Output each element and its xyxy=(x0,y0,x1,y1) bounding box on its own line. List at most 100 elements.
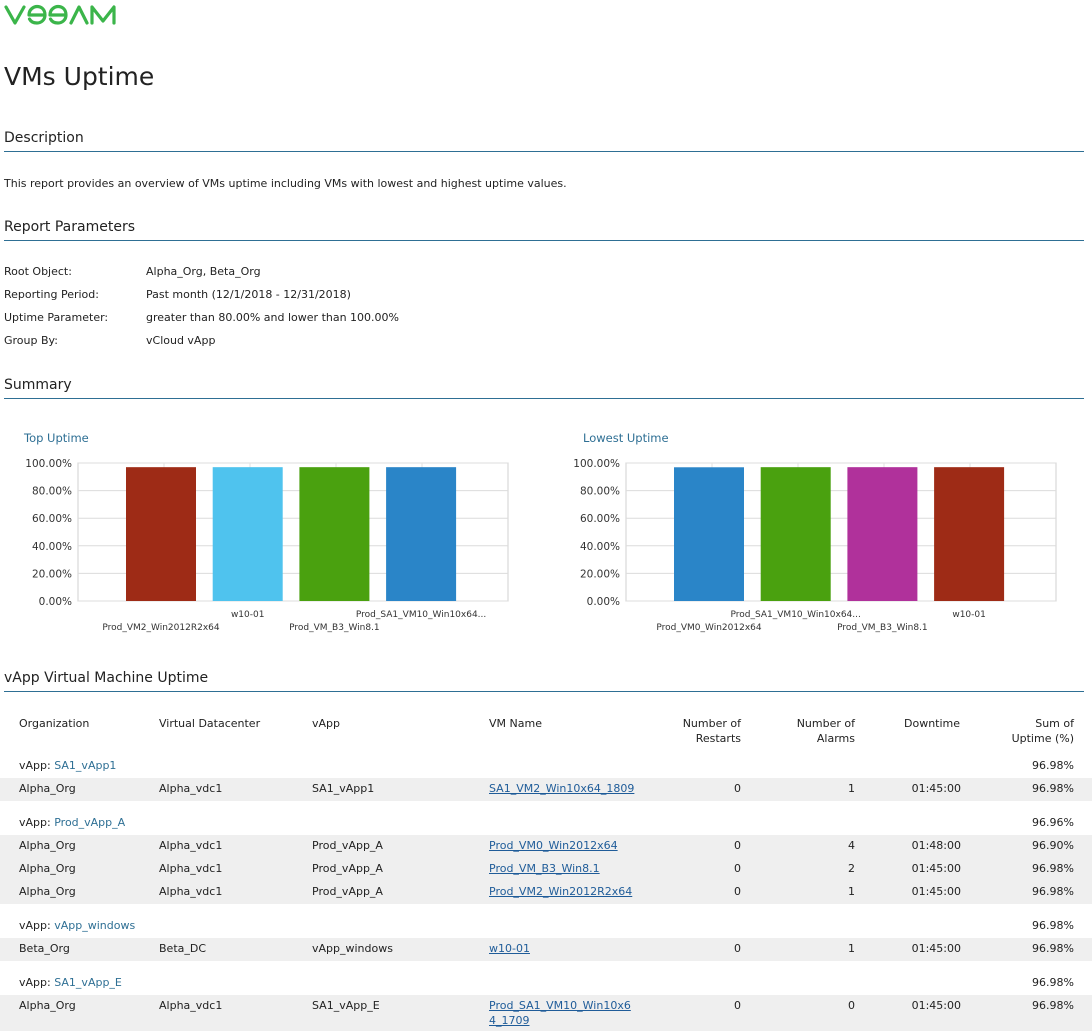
veeam-logo xyxy=(4,3,120,27)
group-link[interactable]: SA1_vApp1 xyxy=(54,759,117,772)
group-sum: 96.98% xyxy=(1032,759,1074,772)
bar xyxy=(386,467,457,601)
cell-restarts: 0 xyxy=(734,999,741,1012)
cell-organization: Alpha_Org xyxy=(19,782,76,795)
table-row: Alpha_Org Alpha_vdc1 Prod_vApp_A Prod_VM… xyxy=(0,881,1092,904)
x-tick-label: Prod_SA1_VM10_Win10x64... xyxy=(731,610,861,620)
x-tick-label: w10-01 xyxy=(231,610,265,620)
page-title: VMs Uptime xyxy=(4,62,155,91)
cell-uptime: 96.98% xyxy=(1032,942,1074,955)
group-prefix: vApp: xyxy=(19,976,51,989)
cell-vm-name: Prod_VM2_Win2012R2x64 xyxy=(489,884,632,899)
vm-link[interactable]: Prod_VM0_Win2012x64 xyxy=(489,839,618,852)
bar xyxy=(934,467,1005,601)
cell-uptime: 96.90% xyxy=(1032,839,1074,852)
cell-vapp: vApp_windows xyxy=(312,942,393,955)
vm-link[interactable]: SA1_VM2_Win10x64_1809 xyxy=(489,782,635,795)
table-row: Alpha_Org Alpha_vdc1 Prod_vApp_A Prod_VM… xyxy=(0,835,1092,858)
group-label: vApp: SA1_vApp_E xyxy=(19,976,122,989)
veeam-logo-mark xyxy=(4,4,116,25)
cell-vm-name: Prod_SA1_VM10_Win10x6 4_1709 xyxy=(489,998,631,1028)
param-value: greater than 80.00% and lower than 100.0… xyxy=(146,311,399,324)
vm-link[interactable]: w10-01 xyxy=(489,942,530,955)
cell-vm-name: Prod_VM0_Win2012x64 xyxy=(489,838,618,853)
chart-title-top-uptime: Top Uptime xyxy=(24,431,89,445)
bar xyxy=(674,467,744,601)
cell-uptime: 96.98% xyxy=(1032,885,1074,898)
table-row: Beta_Org Beta_DC vApp_windows w10-01 0 1… xyxy=(0,938,1092,961)
col-alarms-line1: Number of xyxy=(796,717,855,730)
x-tick-label: w10-01 xyxy=(952,610,986,620)
group-label: vApp: SA1_vApp1 xyxy=(19,759,116,772)
group-sum: 96.96% xyxy=(1032,816,1074,829)
param-key: Root Object: xyxy=(4,265,72,278)
section-summary-heading: Summary xyxy=(4,377,1084,399)
x-tick-label: Prod_VM0_Win2012x64 xyxy=(656,623,762,633)
group-prefix: vApp: xyxy=(19,816,51,829)
group-row: vApp: Prod_vApp_A 96.96% xyxy=(0,813,1092,833)
cell-vapp: SA1_vApp_E xyxy=(312,999,380,1012)
cell-alarms: 1 xyxy=(848,782,855,795)
group-link[interactable]: vApp_windows xyxy=(54,919,136,932)
col-virtual-datacenter: Virtual Datacenter xyxy=(159,717,261,730)
cell-organization: Alpha_Org xyxy=(19,862,76,875)
cell-organization: Alpha_Org xyxy=(19,839,76,852)
cell-datacenter: Alpha_vdc1 xyxy=(159,839,223,852)
section-vapp-uptime-heading: vApp Virtual Machine Uptime xyxy=(4,670,1084,692)
cell-alarms: 4 xyxy=(848,839,855,852)
param-key: Uptime Parameter: xyxy=(4,311,109,324)
vm-link[interactable]: Prod_SA1_VM10_Win10x6 4_1709 xyxy=(489,999,631,1027)
section-parameters-heading: Report Parameters xyxy=(4,219,1084,241)
cell-vapp: SA1_vApp1 xyxy=(312,782,375,795)
cell-datacenter: Alpha_vdc1 xyxy=(159,885,223,898)
cell-downtime: 01:48:00 xyxy=(911,839,961,852)
group-link[interactable]: Prod_vApp_A xyxy=(54,816,126,829)
col-downtime: Downtime xyxy=(904,717,961,730)
cell-vapp: Prod_vApp_A xyxy=(312,885,383,898)
group-prefix: vApp: xyxy=(19,759,51,772)
cell-downtime: 01:45:00 xyxy=(911,999,961,1012)
table-header: Organization Virtual Datacenter vApp VM … xyxy=(0,716,1092,750)
param-value: Alpha_Org, Beta_Org xyxy=(146,265,261,278)
vm-link-line1: Prod_SA1_VM10_Win10x6 xyxy=(489,999,631,1012)
col-restarts-line2: Restarts xyxy=(695,732,741,745)
vm-link[interactable]: Prod_VM2_Win2012R2x64 xyxy=(489,885,633,898)
cell-alarms: 0 xyxy=(848,999,855,1012)
table-row: Alpha_Org Alpha_vdc1 SA1_vApp_E Prod_SA1… xyxy=(0,995,1092,1031)
cell-vm-name: SA1_VM2_Win10x64_1809 xyxy=(489,781,634,796)
cell-organization: Beta_Org xyxy=(19,942,70,955)
cell-restarts: 0 xyxy=(734,782,741,795)
y-tick-label: 20.00% xyxy=(32,568,72,580)
cell-uptime: 96.98% xyxy=(1032,999,1074,1012)
vm-link[interactable]: Prod_VM_B3_Win8.1 xyxy=(489,862,600,875)
group-label: vApp: vApp_windows xyxy=(19,919,135,932)
cell-uptime: 96.98% xyxy=(1032,862,1074,875)
group-sum: 96.98% xyxy=(1032,919,1074,932)
col-alarms-line2: Alarms xyxy=(816,732,855,745)
top-uptime-chart: 0.00% 20.00% 40.00% 60.00% 80.00% 100.00% Prod… xyxy=(25,458,509,633)
cell-restarts: 0 xyxy=(734,942,741,955)
y-tick-label: 40.00% xyxy=(580,541,620,553)
bar xyxy=(760,467,831,601)
bar xyxy=(299,467,370,601)
cell-datacenter: Alpha_vdc1 xyxy=(159,782,223,795)
y-tick-label: 0.00% xyxy=(39,596,72,608)
cell-vm-name: Prod_VM_B3_Win8.1 xyxy=(489,861,600,876)
cell-downtime: 01:45:00 xyxy=(911,942,961,955)
cell-datacenter: Beta_DC xyxy=(159,942,207,955)
description-text: This report provides an overview of VMs … xyxy=(4,177,567,190)
table-row: Alpha_Org Alpha_vdc1 Prod_vApp_A Prod_VM… xyxy=(0,858,1092,881)
cell-downtime: 01:45:00 xyxy=(911,782,961,795)
cell-vapp: Prod_vApp_A xyxy=(312,839,383,852)
col-organization: Organization xyxy=(19,717,90,730)
cell-vapp: Prod_vApp_A xyxy=(312,862,383,875)
group-prefix: vApp: xyxy=(19,919,51,932)
col-alarms: Number of Alarms xyxy=(766,716,855,746)
y-tick-label: 80.00% xyxy=(32,486,72,498)
param-key: Reporting Period: xyxy=(4,288,99,301)
group-label: vApp: Prod_vApp_A xyxy=(19,816,125,829)
param-value: Past month (12/1/2018 - 12/31/2018) xyxy=(146,288,351,301)
cell-restarts: 0 xyxy=(734,839,741,852)
group-link[interactable]: SA1_vApp_E xyxy=(54,976,122,989)
bar xyxy=(847,467,918,601)
